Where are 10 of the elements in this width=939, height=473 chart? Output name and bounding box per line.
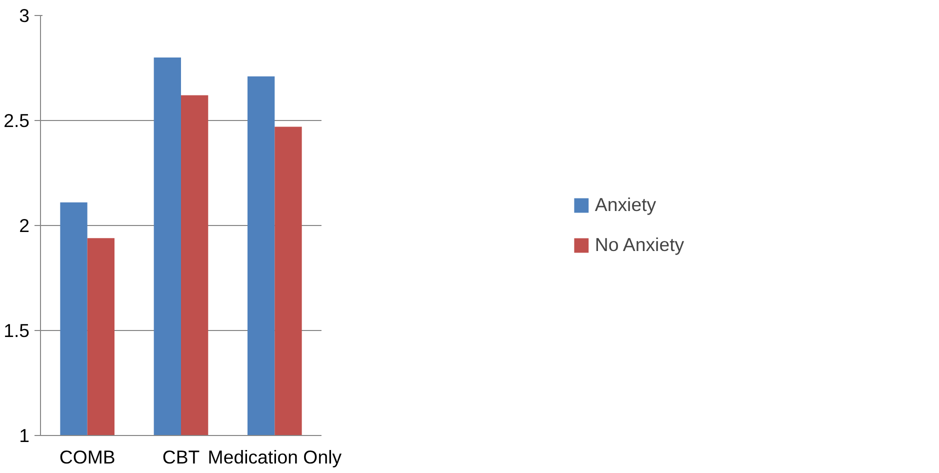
y-tick-label: 2.5 — [4, 110, 30, 131]
y-tick-label: 1 — [19, 425, 30, 446]
legend-label: Anxiety — [594, 194, 656, 216]
y-tick-label: 2 — [19, 215, 30, 236]
y-tick-label: 3 — [19, 5, 30, 26]
x-tick-label: Medication Only — [208, 446, 342, 468]
legend-label: No Anxiety — [594, 234, 684, 256]
y-tick-label: 1.5 — [4, 320, 30, 341]
x-tick-label: CBT — [162, 446, 200, 468]
x-tick-label: COMB — [59, 446, 116, 468]
